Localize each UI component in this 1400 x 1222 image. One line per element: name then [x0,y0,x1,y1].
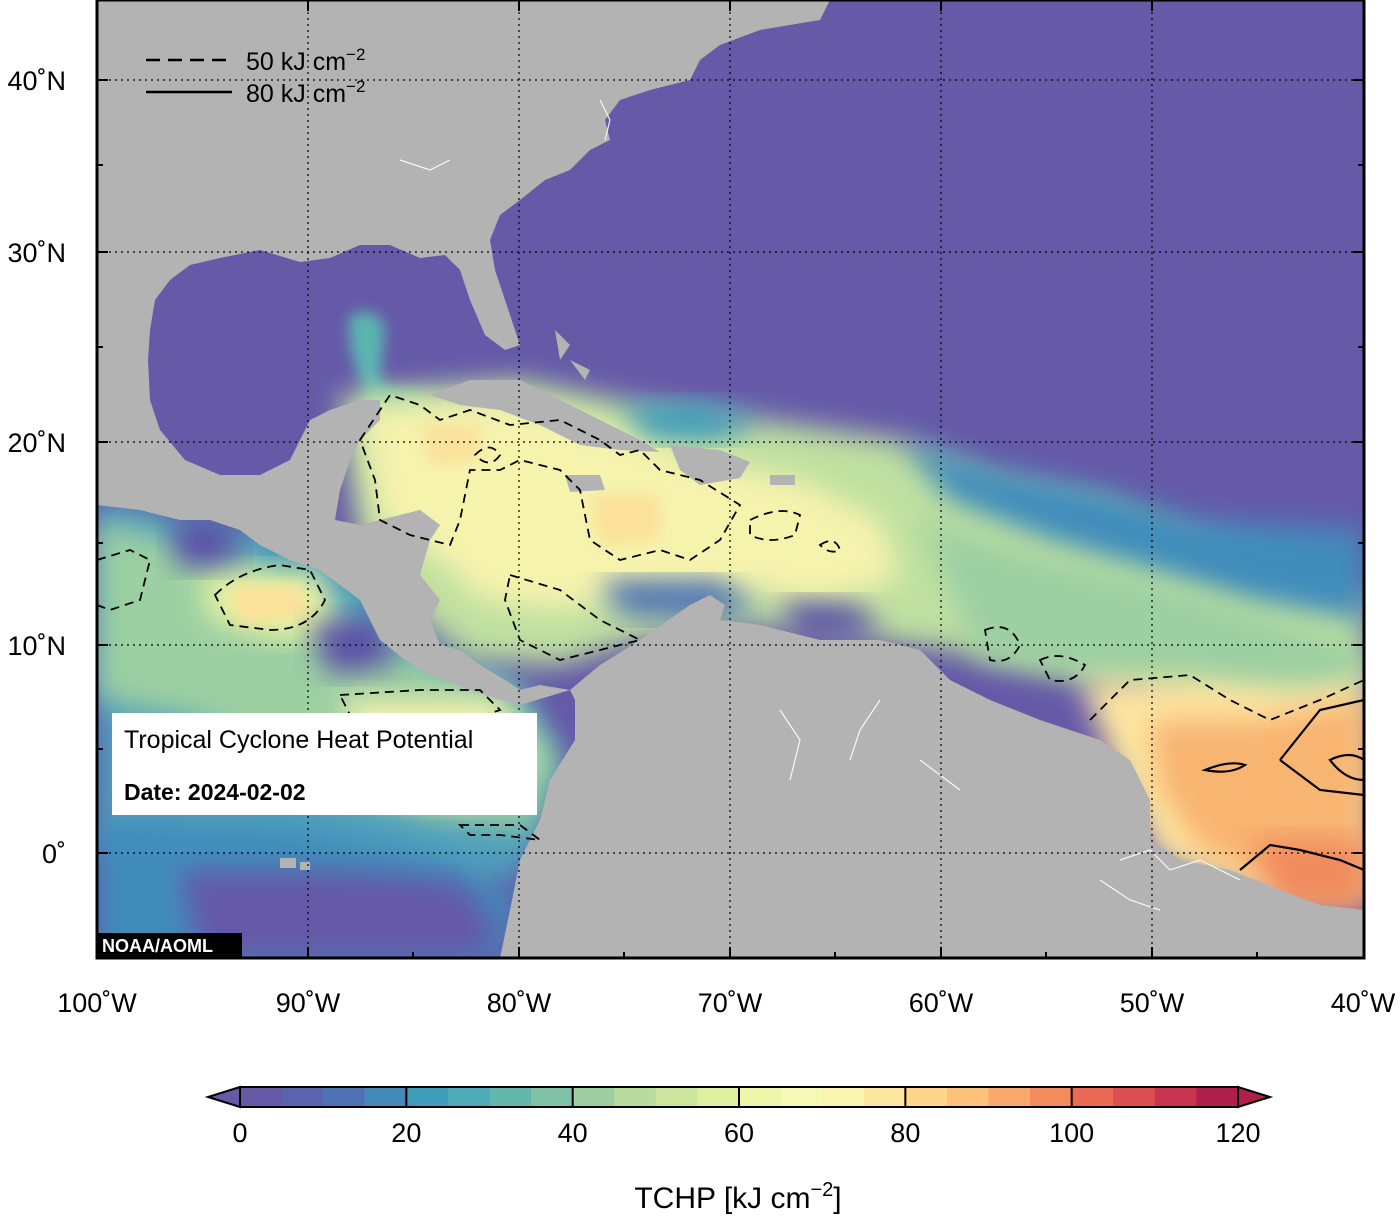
credit-text: NOAA/AOML [102,936,213,956]
colorbar-tick-label: 0 [232,1118,247,1148]
colorbar-cell [822,1087,865,1107]
colorbar-tick-label: 120 [1215,1118,1260,1148]
colorbar-tick-label: 100 [1049,1118,1094,1148]
colorbar-cell [489,1087,532,1107]
colorbar-tick-label: 60 [724,1118,754,1148]
longitude-labels: 100˚W 90˚W 80˚W 70˚W 60˚W 50˚W 40˚W [57,988,1396,1018]
puerto-rico [770,475,795,485]
colorbar-tick-label: 20 [391,1118,421,1148]
colorbar-tick-label: 80 [890,1118,920,1148]
colorbar-cell [946,1087,989,1107]
colorbar-cell [905,1087,948,1107]
south-america [500,595,1364,958]
colorbar-cell [531,1087,574,1107]
jamaica [565,475,605,492]
lon-label: 70˚W [698,988,763,1018]
colorbar-ticks: 0 20 40 60 80 100 120 [232,1087,1261,1148]
colorbar-cell [1154,1087,1197,1107]
info-box: Tropical Cyclone Heat Potential Date: 20… [112,713,537,815]
credit-badge: NOAA/AOML [98,933,242,957]
colorbar-cell [614,1087,657,1107]
colorbar: 0 20 40 60 80 100 120 TCHP [kJ cm−2] [204,1085,1274,1215]
lon-label: 100˚W [57,988,137,1018]
colorbar-cell [406,1087,449,1107]
colorbar-max-arrow [1237,1085,1274,1109]
colorbar-cell [572,1087,615,1107]
colorbar-cell [447,1087,490,1107]
colorbar-cell [281,1087,324,1107]
cuba [430,380,660,452]
colorbar-cell [655,1087,698,1107]
colorbar-cell [240,1087,283,1107]
colorbar-label: TCHP [kJ cm−2] [634,1179,841,1215]
legend-label-50: 50 kJ cm−2 [246,45,365,76]
lon-label: 60˚W [909,988,974,1018]
colorbar-cell [863,1087,906,1107]
info-title: Tropical Cyclone Heat Potential [124,726,473,754]
lon-label: 40˚W [1331,988,1396,1018]
lat-label: 40˚N [7,66,66,96]
lat-label: 0˚ [42,839,66,869]
colorbar-cell [780,1087,823,1107]
contour-legend: 50 kJ cm−2 80 kJ cm−2 [146,45,365,108]
latitude-labels: 40˚N 30˚N 20˚N 10˚N 0˚ [7,66,66,869]
colorbar-cell [1196,1087,1239,1107]
colorbar-cells [240,1087,1239,1107]
lon-label: 90˚W [276,988,341,1018]
contour-50 [97,393,1364,842]
contour-80 [1201,698,1364,872]
colorbar-cell [323,1087,366,1107]
colorbar-cell [739,1087,782,1107]
rivers [399,99,1241,911]
lat-label: 30˚N [7,238,66,268]
lat-label: 10˚N [7,631,66,661]
axis-ticks [97,0,1364,958]
colorbar-cell [1071,1087,1114,1107]
landmass [97,0,1364,958]
legend-label-80: 80 kJ cm−2 [246,77,365,108]
lat-label: 20˚N [7,428,66,458]
colorbar-cell [697,1087,740,1107]
colorbar-cell [988,1087,1031,1107]
colorbar-min-arrow [204,1085,241,1109]
lon-label: 80˚W [487,988,552,1018]
colorbar-cell [364,1087,407,1107]
colorbar-tick-label: 40 [558,1118,588,1148]
colorbar-cell [1030,1087,1073,1107]
info-date: Date: 2024-02-02 [124,779,306,805]
north-america [97,0,830,705]
colorbar-cell [1113,1087,1156,1107]
lon-label: 50˚W [1120,988,1185,1018]
